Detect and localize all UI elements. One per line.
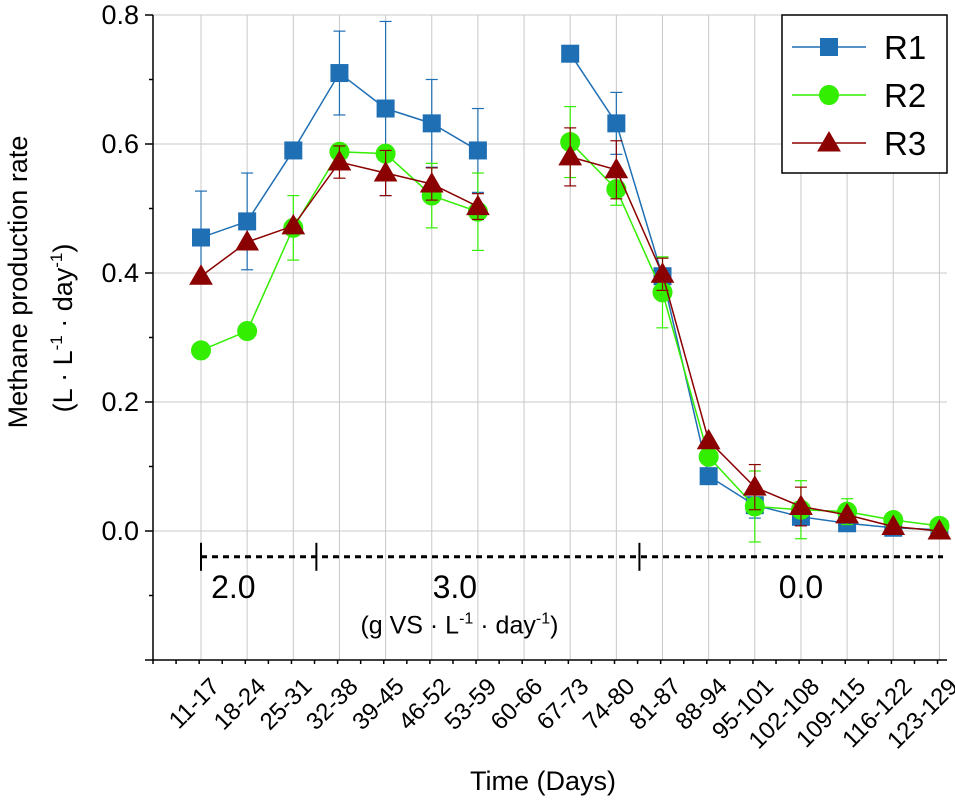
x-tick-label: 46-52 (393, 673, 456, 736)
data-point-R3 (696, 428, 721, 450)
data-point-R3 (835, 502, 859, 524)
legend-marker (817, 131, 841, 152)
data-point-R2 (191, 340, 211, 361)
data-point-R3 (881, 514, 906, 535)
legend-label: R1 (884, 29, 926, 66)
legend-label: R3 (884, 125, 926, 162)
x-tick-label: 60-66 (486, 673, 549, 736)
data-point-R1 (422, 114, 441, 133)
data-point-R3 (742, 475, 767, 496)
data-point-R2 (698, 446, 719, 467)
data-point-R1 (607, 114, 626, 133)
legend-marker (820, 38, 838, 56)
phase-label: 2.0 (211, 569, 255, 605)
data-point-R3 (466, 194, 490, 216)
x-tick-label: 25-31 (255, 673, 318, 736)
x-tick-label: 67-73 (532, 673, 595, 736)
unit-label-part: ) (550, 612, 558, 640)
data-series (189, 20, 952, 543)
data-point-R1 (284, 141, 303, 160)
data-point-R1 (238, 212, 257, 231)
y-tick-label: 0.6 (101, 129, 139, 159)
data-point-R3 (604, 157, 629, 179)
phase-unit-label: (g VS · L-1 · day-1) (360, 611, 558, 640)
legend-label: R2 (884, 77, 926, 114)
data-point-R3 (189, 264, 213, 285)
phase-label: 0.0 (779, 569, 823, 605)
data-point-R1 (376, 99, 395, 118)
x-axis-title: Time (Days) (470, 766, 616, 796)
y-axis-title-line1: Methane production rate (3, 136, 33, 429)
data-point-R3 (927, 519, 952, 540)
y-tick-label: 0.4 (101, 258, 139, 288)
data-point-R1 (330, 64, 349, 83)
phase-annotation: 2.0 3.0 0.0(g VS · L-1 · day-1) (200, 542, 943, 640)
data-point-R3 (650, 262, 675, 283)
data-point-R3 (327, 150, 352, 171)
x-tick-label: 32-38 (301, 673, 364, 736)
x-tick-label: 18-24 (209, 673, 272, 736)
x-tick-label: 39-45 (347, 673, 410, 736)
data-point-R1 (561, 44, 580, 63)
unit-label-part: (g VS · L (360, 612, 459, 640)
x-tick-label: 81-87 (624, 673, 687, 736)
x-tick-label: 11-17 (164, 673, 225, 734)
unit-label-part: -1 (459, 611, 473, 628)
x-tick-label: 74-80 (578, 673, 641, 736)
data-point-R3 (373, 161, 398, 182)
data-point-R3 (235, 230, 260, 251)
data-point-R3 (789, 494, 813, 515)
x-tick-label: 53-59 (440, 673, 503, 736)
data-point-R3 (558, 144, 583, 166)
data-point-R1 (699, 467, 718, 486)
series-R3 (189, 127, 952, 540)
data-point-R1 (468, 141, 487, 160)
unit-label-part: · day (473, 612, 536, 640)
data-point-R3 (419, 171, 444, 193)
y-tick-label: 0.8 (101, 0, 139, 30)
phase-label: 3.0 (433, 569, 477, 605)
legend-marker (819, 85, 839, 105)
data-point-R2 (237, 321, 258, 342)
legend-box (781, 14, 948, 174)
y-axis-title-line2: (L · L-1 · day-1) (47, 244, 78, 413)
data-point-R1 (192, 228, 210, 247)
unit-label-part: -1 (536, 611, 550, 628)
y-tick-label: 0.2 (101, 387, 139, 417)
data-point-R3 (281, 213, 306, 235)
y-tick-label: 0.0 (101, 516, 139, 546)
legend: R1 R2 R3 (781, 14, 948, 174)
